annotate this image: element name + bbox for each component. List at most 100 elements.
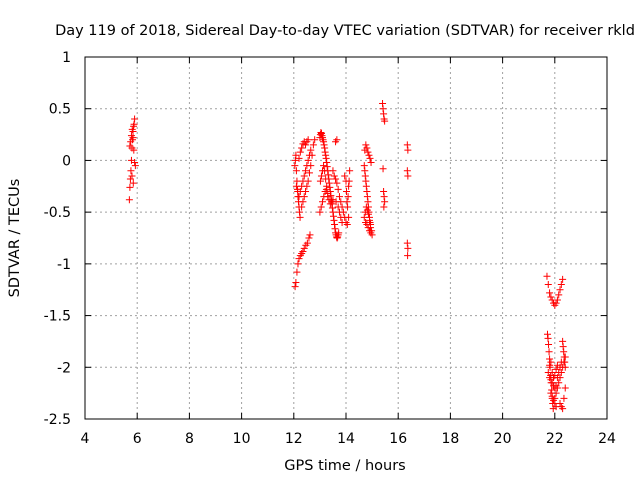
data-point [361,167,369,175]
data-point [331,225,339,233]
data-point [291,162,299,170]
data-point [300,172,308,180]
data-point [130,146,138,154]
data-point [559,275,567,283]
data-point [298,203,306,211]
data-point [403,167,411,175]
data-point [317,172,325,180]
data-point [307,146,315,154]
data-points [125,100,569,413]
data-point [543,330,551,338]
data-point [553,384,561,392]
data-point [363,221,371,229]
data-point [364,198,372,206]
x-tick-label: 22 [546,431,564,447]
data-point [319,198,327,206]
data-point [343,187,351,195]
data-point [544,334,552,342]
data-point [552,299,560,307]
data-point [323,182,331,190]
data-point [364,210,372,218]
data-point [131,162,139,170]
data-point [551,399,559,407]
data-point [292,278,300,286]
data-point [404,244,412,252]
data-point [333,234,341,242]
data-point [346,167,354,175]
data-point [364,224,372,232]
grid-lines [85,57,607,419]
data-point [561,384,569,392]
data-point [546,289,554,297]
data-point [560,348,568,356]
data-point [329,208,337,216]
data-point [294,260,302,268]
data-point [365,216,373,224]
y-tick-label: -2 [57,360,71,376]
data-point [404,146,412,154]
data-point [543,272,551,280]
data-point [331,221,339,229]
data-point [561,358,569,366]
data-point [549,396,557,404]
data-point [317,129,325,137]
x-tick-label: 20 [494,431,512,447]
data-point [302,141,310,149]
data-point [127,138,135,146]
data-point [317,203,325,211]
data-point [546,355,554,363]
y-tick-label: 0.5 [49,102,71,118]
data-point [292,151,300,159]
data-point [335,208,343,216]
data-point [304,177,312,185]
data-point [305,169,313,177]
data-point [380,187,388,195]
data-point [333,179,341,187]
data-point [295,255,303,263]
data-point [380,110,388,118]
data-point [322,154,330,162]
data-point [305,234,313,242]
data-point [320,141,328,149]
data-point [559,337,567,345]
data-point [131,158,139,166]
data-point [333,136,341,144]
data-point [309,141,317,149]
data-point [302,187,310,195]
x-tick-label: 24 [598,431,616,447]
data-point [129,179,137,187]
data-point [300,193,308,201]
y-axis-title: SDTVAR / TECUs [7,179,23,298]
x-tick-label: 4 [81,431,90,447]
data-point [363,187,371,195]
data-point [403,141,411,149]
data-point [561,363,569,371]
data-point [403,239,411,247]
data-point [291,156,299,164]
data-point [552,365,560,373]
data-point [323,163,331,171]
data-point [332,175,340,183]
data-point [338,218,346,226]
data-point [337,213,345,221]
data-point [360,162,368,170]
data-point [316,208,324,216]
data-point [547,358,555,366]
y-tick-label: -0.5 [44,205,71,221]
data-point [547,389,555,397]
data-point [548,379,556,387]
data-point [556,374,564,382]
data-point [560,353,568,361]
data-point [345,182,353,190]
data-point [129,134,137,142]
data-point [367,229,375,237]
data-point [334,185,342,193]
y-tick-label: 1 [62,50,71,66]
data-point [404,252,412,260]
data-point [553,296,561,304]
data-point [367,158,375,166]
data-point [545,341,553,349]
data-point [307,162,315,170]
data-point [329,167,337,175]
